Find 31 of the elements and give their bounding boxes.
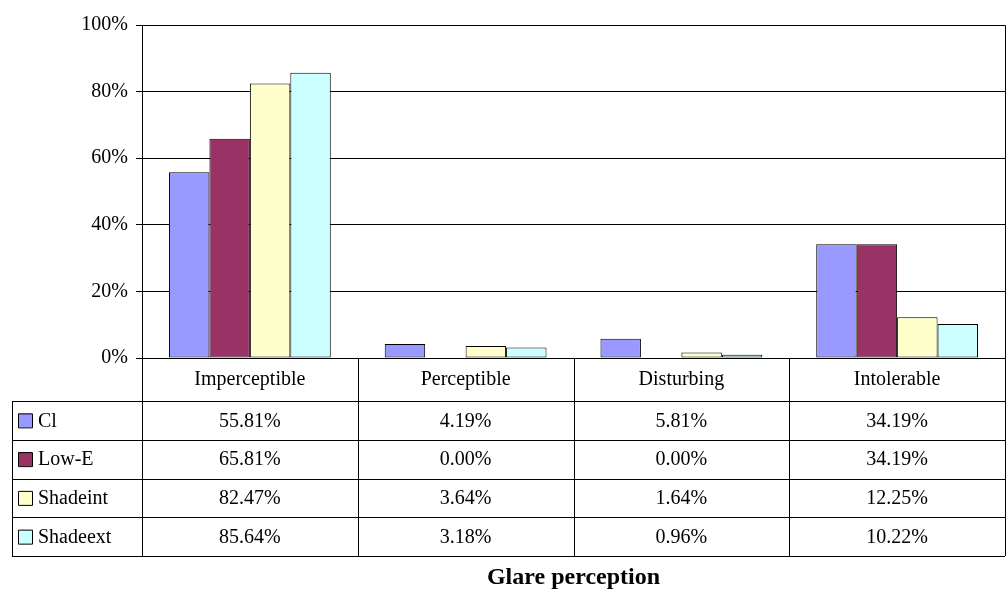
data-label: 0.00% xyxy=(439,447,492,470)
data-label: 34.19% xyxy=(866,447,928,470)
x-tick-label: Disturbing xyxy=(638,367,725,391)
y-tick-label: 60% xyxy=(91,145,128,168)
data-label: 3.18% xyxy=(439,524,492,547)
legend-label: Low-E xyxy=(38,447,94,470)
data-label: 0.96% xyxy=(655,524,708,547)
x-tick-label: Imperceptible xyxy=(194,367,306,391)
y-tick-label: 80% xyxy=(91,78,128,101)
data-label: 12.25% xyxy=(866,486,928,509)
x-tick-label: Perceptible xyxy=(420,367,511,391)
data-label: 85.64% xyxy=(219,524,281,547)
legend-label: Cl xyxy=(38,408,58,431)
y-tick-label: 20% xyxy=(91,278,128,301)
legend-label: Shadeint xyxy=(38,486,109,509)
data-label: 82.47% xyxy=(219,486,281,509)
legend-label: Shadeext xyxy=(38,524,112,547)
data-label: 65.81% xyxy=(219,447,281,470)
text: Glare perception xyxy=(486,563,661,590)
y-tick-label: 0% xyxy=(101,345,128,368)
data-label: 3.64% xyxy=(439,486,492,509)
data-label: 0.00% xyxy=(655,447,708,470)
data-label: 10.22% xyxy=(866,524,928,547)
data-label: 4.19% xyxy=(439,408,492,431)
y-tick-label: 40% xyxy=(91,212,128,235)
data-label: 55.81% xyxy=(219,408,281,431)
x-tick-label: Intolerable xyxy=(853,367,941,390)
data-label: 34.19% xyxy=(866,408,928,431)
data-label: 1.64% xyxy=(655,486,708,509)
y-tick-label: 100% xyxy=(81,12,128,35)
data-label: 5.81% xyxy=(655,408,708,431)
